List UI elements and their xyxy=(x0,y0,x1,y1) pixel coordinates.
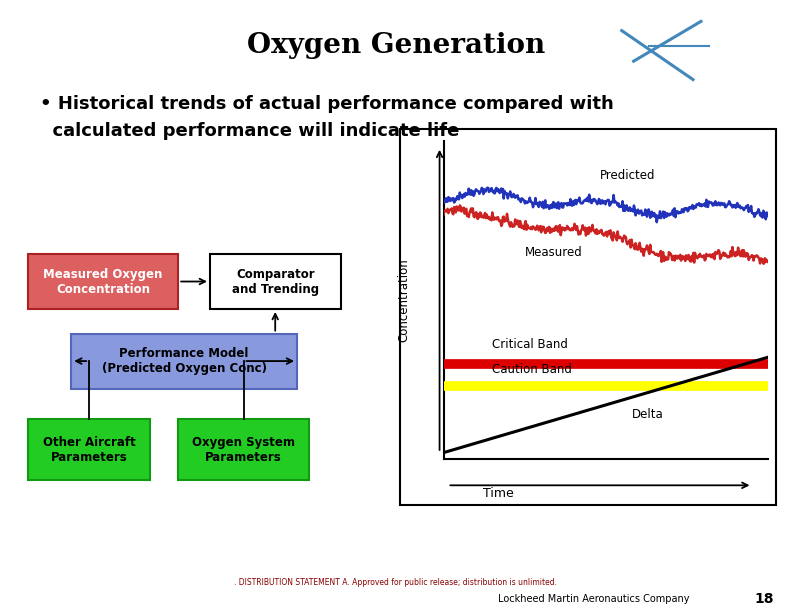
FancyBboxPatch shape xyxy=(28,254,178,309)
FancyBboxPatch shape xyxy=(210,254,341,309)
Text: • Historical trends of actual performance compared with: • Historical trends of actual performanc… xyxy=(40,95,613,113)
Text: Measured: Measured xyxy=(525,245,582,259)
FancyBboxPatch shape xyxy=(28,419,150,480)
Text: calculated performance will indicate life: calculated performance will indicate lif… xyxy=(40,122,459,140)
Text: Performance Model
(Predicted Oxygen Conc): Performance Model (Predicted Oxygen Conc… xyxy=(101,347,267,375)
FancyBboxPatch shape xyxy=(71,334,297,389)
Text: Other Aircraft
Parameters: Other Aircraft Parameters xyxy=(43,436,135,464)
Text: Oxygen Generation: Oxygen Generation xyxy=(247,32,545,59)
Text: Comparator
and Trending: Comparator and Trending xyxy=(231,267,319,296)
Text: Time: Time xyxy=(483,487,514,501)
Text: Delta: Delta xyxy=(632,408,664,421)
Text: Oxygen System
Parameters: Oxygen System Parameters xyxy=(192,436,295,464)
Text: Predicted: Predicted xyxy=(600,170,655,182)
Text: Lockheed Martin Aeronautics Company: Lockheed Martin Aeronautics Company xyxy=(498,594,690,603)
Text: Measured Oxygen
Concentration: Measured Oxygen Concentration xyxy=(44,267,162,296)
Text: Caution Band: Caution Band xyxy=(493,364,572,376)
Bar xyxy=(400,129,776,505)
Text: 18: 18 xyxy=(755,592,774,605)
Text: Concentration: Concentration xyxy=(398,258,410,341)
FancyBboxPatch shape xyxy=(178,419,309,480)
Text: . DISTRIBUTION STATEMENT A. Approved for public release; distribution is unlimit: . DISTRIBUTION STATEMENT A. Approved for… xyxy=(234,578,558,587)
Text: Critical Band: Critical Band xyxy=(493,338,568,351)
